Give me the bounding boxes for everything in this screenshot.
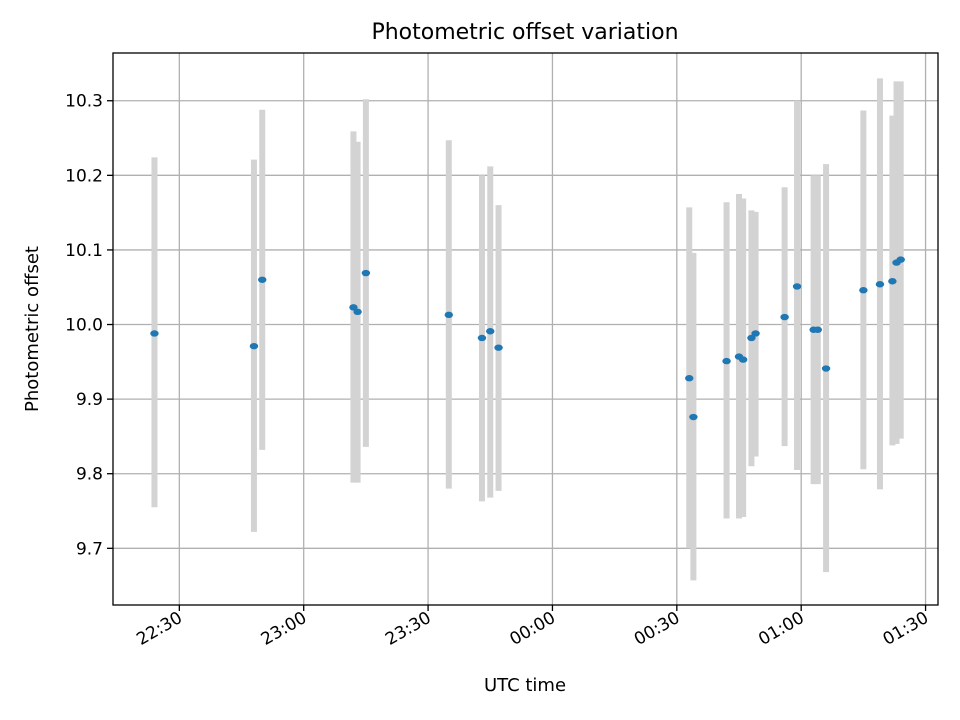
data-point: [896, 256, 905, 263]
data-point: [792, 283, 802, 290]
y-tick-label: 9.8: [76, 465, 103, 485]
data-point: [821, 365, 831, 372]
data-point: [685, 375, 694, 382]
data-point: [444, 311, 454, 319]
data-point: [477, 334, 487, 342]
data-point: [859, 287, 868, 294]
data-point: [361, 269, 371, 277]
data-point: [249, 342, 259, 350]
data-point: [751, 330, 760, 337]
data-point: [813, 326, 822, 333]
data-points: [150, 256, 905, 421]
data-point: [780, 313, 789, 321]
y-tick-label: 10.3: [65, 92, 103, 112]
y-tick-label: 9.9: [76, 390, 103, 410]
data-point: [875, 281, 885, 288]
data-point: [353, 308, 362, 316]
data-point: [486, 328, 495, 335]
data-point: [258, 276, 267, 283]
data-point: [349, 304, 358, 311]
data-point: [150, 330, 159, 337]
data-point: [689, 413, 698, 421]
data-point: [888, 278, 897, 285]
y-tick-label: 9.7: [76, 539, 103, 559]
chart-title: Photometric offset variation: [371, 20, 678, 45]
x-axis-label: UTC time: [484, 675, 566, 696]
y-tick-label: 10.1: [65, 241, 103, 261]
data-point: [747, 334, 756, 342]
grid: [113, 53, 938, 605]
plot-frame: [112, 52, 939, 606]
data-point: [722, 357, 731, 365]
y-axis-label: Photometric offset: [22, 246, 43, 412]
data-point: [738, 356, 748, 363]
data-point: [494, 344, 503, 351]
y-tick-label: 10.0: [65, 316, 103, 336]
y-tick-label: 10.2: [65, 166, 103, 186]
